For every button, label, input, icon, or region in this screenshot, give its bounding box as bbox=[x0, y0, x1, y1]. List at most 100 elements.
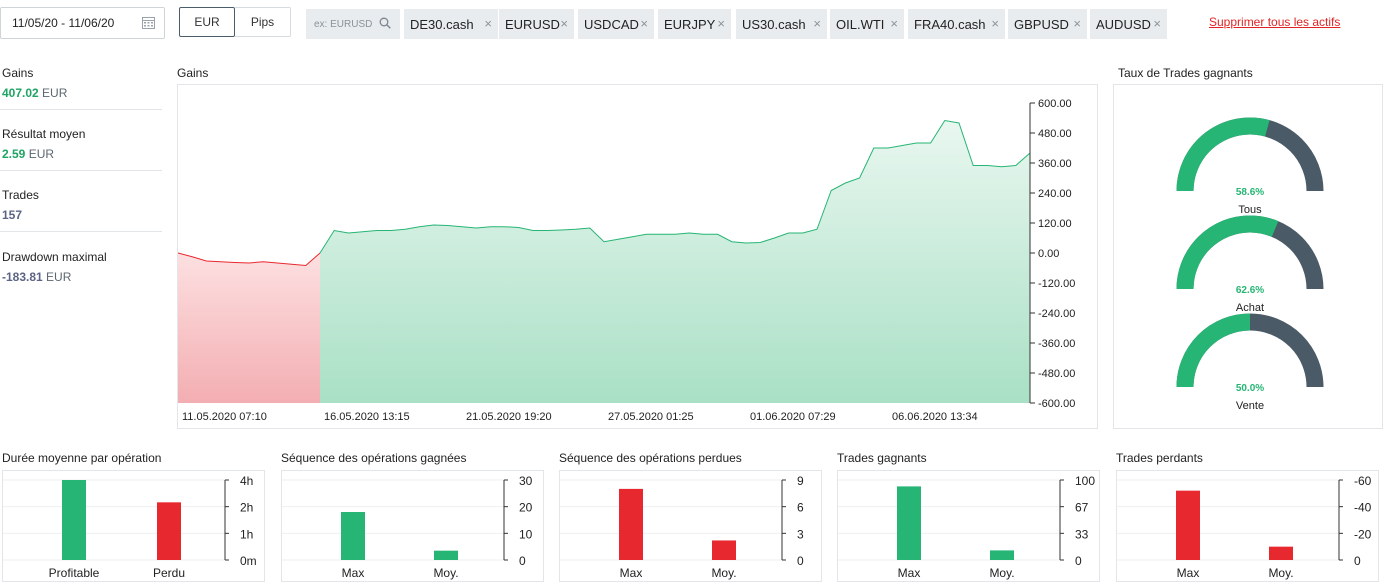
remove-asset-icon[interactable]: × bbox=[560, 16, 568, 31]
asset-search-input[interactable]: ex: EURUSD bbox=[306, 9, 400, 39]
stat-max-drawdown: Drawdown maximal -183.81 EUR bbox=[2, 250, 162, 284]
positive-area bbox=[320, 120, 1030, 403]
y-tick-label: 100 bbox=[1075, 474, 1095, 488]
x-tick-label: 01.06.2020 07:29 bbox=[750, 411, 836, 423]
x-tick-label: 11.05.2020 07:10 bbox=[182, 411, 267, 423]
x-tick-label: 21.05.2020 19:20 bbox=[466, 411, 552, 423]
x-category-label: Moy. bbox=[1268, 566, 1293, 580]
y-tick-label: -240.00 bbox=[1038, 308, 1075, 320]
win-rate-title: Taux de Trades gagnants bbox=[1118, 66, 1253, 80]
bar bbox=[897, 486, 921, 560]
stat-value: -183.81 bbox=[2, 270, 43, 284]
bar bbox=[1269, 546, 1293, 560]
y-tick-label: 33 bbox=[1075, 527, 1089, 541]
x-category-label: Moy. bbox=[711, 566, 736, 580]
remove-asset-icon[interactable]: × bbox=[484, 16, 492, 31]
x-category-label: Max bbox=[620, 566, 643, 580]
remove-asset-icon[interactable]: × bbox=[640, 16, 648, 31]
asset-tag-label: EURJPY bbox=[664, 16, 716, 32]
y-tick-label: 0.00 bbox=[1038, 248, 1059, 260]
remove-asset-icon[interactable]: × bbox=[717, 16, 725, 31]
gauge-label: Achat bbox=[1236, 302, 1264, 314]
losing-trades-svg: -60 -40 -20 0 Max Moy. bbox=[1117, 474, 1372, 580]
date-range-picker[interactable]: 11/05/20 - 11/06/20 bbox=[0, 7, 165, 39]
remove-asset-icon[interactable]: × bbox=[991, 16, 999, 31]
date-range-text: 11/05/20 - 11/06/20 bbox=[12, 16, 115, 30]
y-tick-label: 67 bbox=[1075, 501, 1089, 515]
x-category-label: Moy. bbox=[433, 566, 458, 580]
winning-trades-svg: 100 67 33 0 Max Moy. bbox=[838, 474, 1095, 580]
positive-series-line bbox=[319, 119, 1031, 254]
bar bbox=[157, 502, 181, 560]
bar bbox=[62, 480, 86, 560]
remove-asset-icon[interactable]: × bbox=[1073, 16, 1081, 31]
x-category-label: Profitable bbox=[49, 566, 100, 580]
y-tick-label: 240.00 bbox=[1038, 188, 1072, 200]
asset-tag: EURUSD × bbox=[499, 9, 574, 39]
asset-tag-label: EURUSD bbox=[505, 16, 560, 32]
asset-tag: GBPUSD × bbox=[1008, 9, 1087, 39]
win-rate-panel: 58.6% Tous 62.6% Achat 50.0% Vente bbox=[1113, 84, 1383, 429]
avg-duration-svg: 4h 2h 1h 0m Profitable Perdu bbox=[3, 474, 257, 580]
y-tick-label: -20 bbox=[1354, 527, 1372, 541]
gains-chart-svg: 600.00 480.00 360.00 240.00 120.00 0.00 -120.0… bbox=[178, 98, 1075, 423]
loss-streak-chart: 9 6 3 0 Max Moy. bbox=[559, 470, 822, 582]
y-tick-label: 3 bbox=[797, 527, 804, 541]
bar bbox=[1176, 490, 1200, 560]
losing-trades-title: Trades perdants bbox=[1116, 451, 1203, 465]
remove-asset-icon[interactable]: × bbox=[1153, 16, 1161, 31]
unit-pips-button[interactable]: Pips bbox=[235, 7, 291, 37]
asset-tag: OIL.WTI × bbox=[830, 9, 904, 39]
search-icon bbox=[379, 17, 391, 29]
win-rate-gauge: 62.6% Achat bbox=[1176, 215, 1324, 314]
y-tick-label: 4h bbox=[240, 474, 253, 488]
stat-label: Gains bbox=[2, 66, 34, 80]
bar bbox=[990, 550, 1014, 560]
stat-gains: Gains 407.02 EUR bbox=[2, 66, 162, 100]
calendar-icon bbox=[142, 17, 155, 29]
win-rate-gauges: 58.6% Tous 62.6% Achat 50.0% Vente bbox=[1176, 117, 1324, 412]
unit-toggle: EUR Pips bbox=[179, 7, 291, 37]
stat-value: 407.02 bbox=[2, 86, 39, 100]
y-tick-label: 0 bbox=[797, 554, 804, 568]
clear-all-assets-link[interactable]: Supprimer tous les actifs bbox=[1209, 15, 1341, 29]
unit-eur-button[interactable]: EUR bbox=[179, 7, 235, 37]
asset-tag: EURJPY × bbox=[658, 9, 731, 39]
stat-label: Trades bbox=[2, 188, 39, 202]
x-tick-label: 16.05.2020 13:15 bbox=[324, 411, 410, 423]
stat-value: 157 bbox=[2, 208, 23, 222]
asset-tag: DE30.cash × bbox=[404, 9, 498, 39]
remove-asset-icon[interactable]: × bbox=[813, 16, 821, 31]
x-category-label: Max bbox=[898, 566, 921, 580]
stat-label: Résultat moyen bbox=[2, 127, 86, 141]
asset-tag-label: OIL.WTI bbox=[836, 16, 885, 32]
gauge-value: 50.0% bbox=[1236, 383, 1264, 394]
y-tick-label: 10 bbox=[519, 527, 533, 541]
win-streak-svg: 30 20 10 0 Max Moy. bbox=[282, 474, 533, 580]
y-tick-label: 0 bbox=[1354, 554, 1361, 568]
gauge-fill bbox=[1176, 117, 1270, 192]
y-tick-label: 480.00 bbox=[1038, 128, 1072, 140]
y-tick-label: 0m bbox=[240, 554, 257, 568]
stat-value-row: 2.59 EUR bbox=[2, 147, 162, 161]
y-tick-label: -60 bbox=[1354, 474, 1372, 488]
stat-value: 2.59 bbox=[2, 147, 26, 161]
x-tick-label: 06.06.2020 13:34 bbox=[892, 411, 978, 423]
x-tick-label: 27.05.2020 01:25 bbox=[608, 411, 694, 423]
stat-trades: Trades 157 bbox=[2, 188, 162, 222]
bar bbox=[434, 550, 458, 560]
divider bbox=[0, 231, 162, 232]
y-tick-label: 120.00 bbox=[1038, 218, 1072, 230]
y-tick-label: 0 bbox=[519, 554, 526, 568]
stat-unit: EUR bbox=[28, 147, 55, 161]
y-tick-label: 1h bbox=[240, 527, 253, 541]
remove-asset-icon[interactable]: × bbox=[890, 16, 898, 31]
bar bbox=[341, 512, 365, 560]
y-tick-label: -600.00 bbox=[1038, 398, 1075, 410]
loss-streak-title: Séquence des opérations perdues bbox=[559, 451, 742, 465]
x-category-label: Moy. bbox=[989, 566, 1014, 580]
divider bbox=[0, 170, 162, 171]
gauge-fill bbox=[1176, 313, 1251, 388]
negative-area bbox=[178, 253, 320, 403]
y-tick-label: 20 bbox=[519, 501, 533, 515]
